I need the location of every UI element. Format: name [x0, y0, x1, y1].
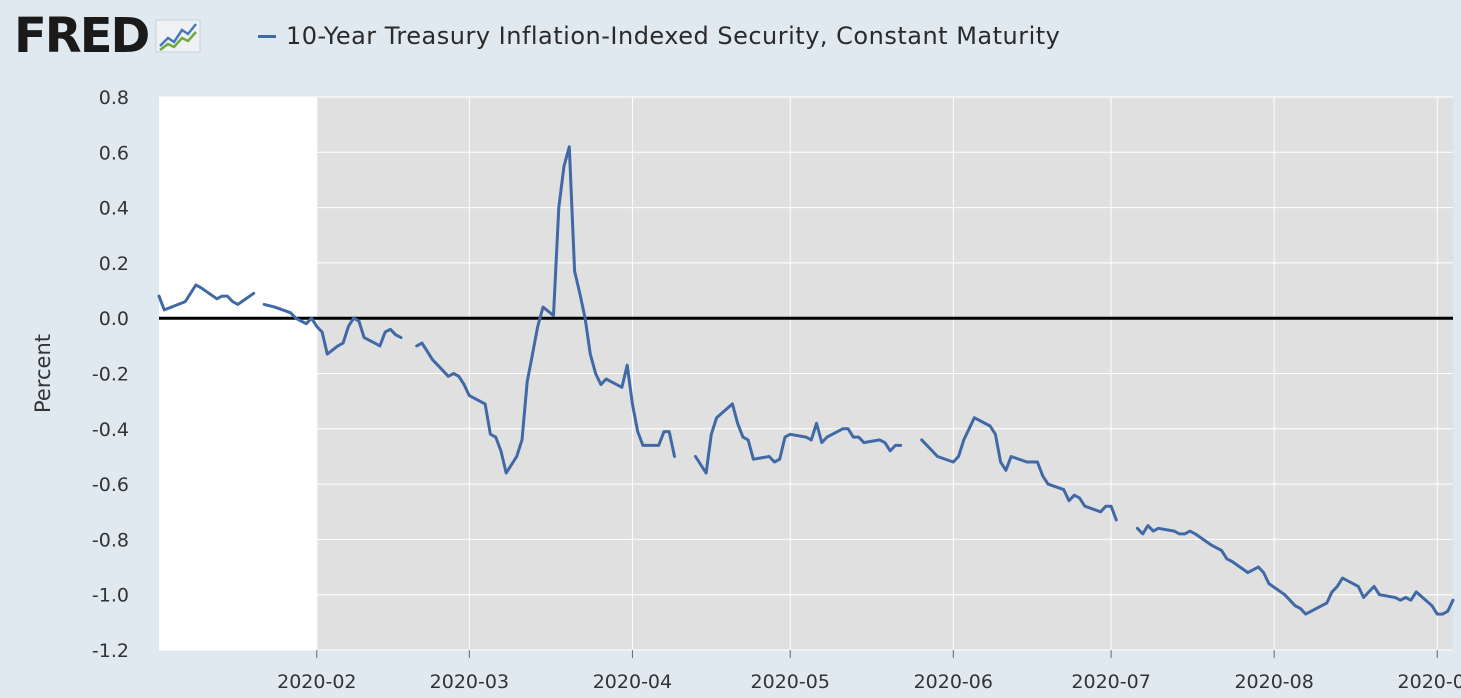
y-axis-title: Percent: [31, 334, 55, 413]
x-tick-label: 2020-06: [914, 671, 993, 693]
series-line-segment: [920, 416, 1118, 522]
chart-legend: 10-Year Treasury Inflation-Indexed Secur…: [258, 22, 1060, 50]
y-tick-label: 0.8: [99, 87, 129, 109]
y-tick-label: -0.4: [92, 419, 129, 441]
x-tick-label: 2020-04: [593, 671, 672, 693]
y-tick-label: 0.4: [99, 198, 129, 220]
fred-logo-chart-icon: [155, 19, 201, 53]
y-tick-label: -0.8: [92, 529, 129, 551]
series-line-segment: [415, 145, 676, 475]
series-line-segment: [262, 302, 403, 356]
y-tick-label: 0.2: [99, 253, 129, 275]
x-tick-label: 2020-07: [1071, 671, 1150, 693]
series-line-segment: [694, 402, 903, 475]
y-tick-label: 0.0: [99, 308, 129, 330]
series-line-segment: [1135, 524, 1455, 616]
chart-header: FRED 10-Year Treasury Inflation-Indexed …: [0, 0, 1461, 78]
y-tick-label: -1.0: [92, 585, 129, 607]
x-tick-label: 2020-08: [1234, 671, 1313, 693]
legend-swatch: [258, 34, 276, 38]
x-tick-label: 2020-02: [277, 671, 356, 693]
y-tick-label: -1.2: [92, 640, 129, 662]
y-tick-label: -0.6: [92, 474, 129, 496]
legend-label: 10-Year Treasury Inflation-Indexed Secur…: [286, 22, 1061, 50]
fred-logo[interactable]: FRED: [14, 10, 204, 62]
y-tick-label: 0.6: [99, 142, 129, 164]
x-tick-label: 2020-09: [1398, 671, 1461, 693]
x-tick-label: 2020-05: [751, 671, 830, 693]
x-tick-label: 2020-03: [430, 671, 509, 693]
y-tick-label: -0.2: [92, 364, 129, 386]
logo-text: FRED: [14, 8, 150, 64]
series-line-segment: [157, 283, 256, 312]
